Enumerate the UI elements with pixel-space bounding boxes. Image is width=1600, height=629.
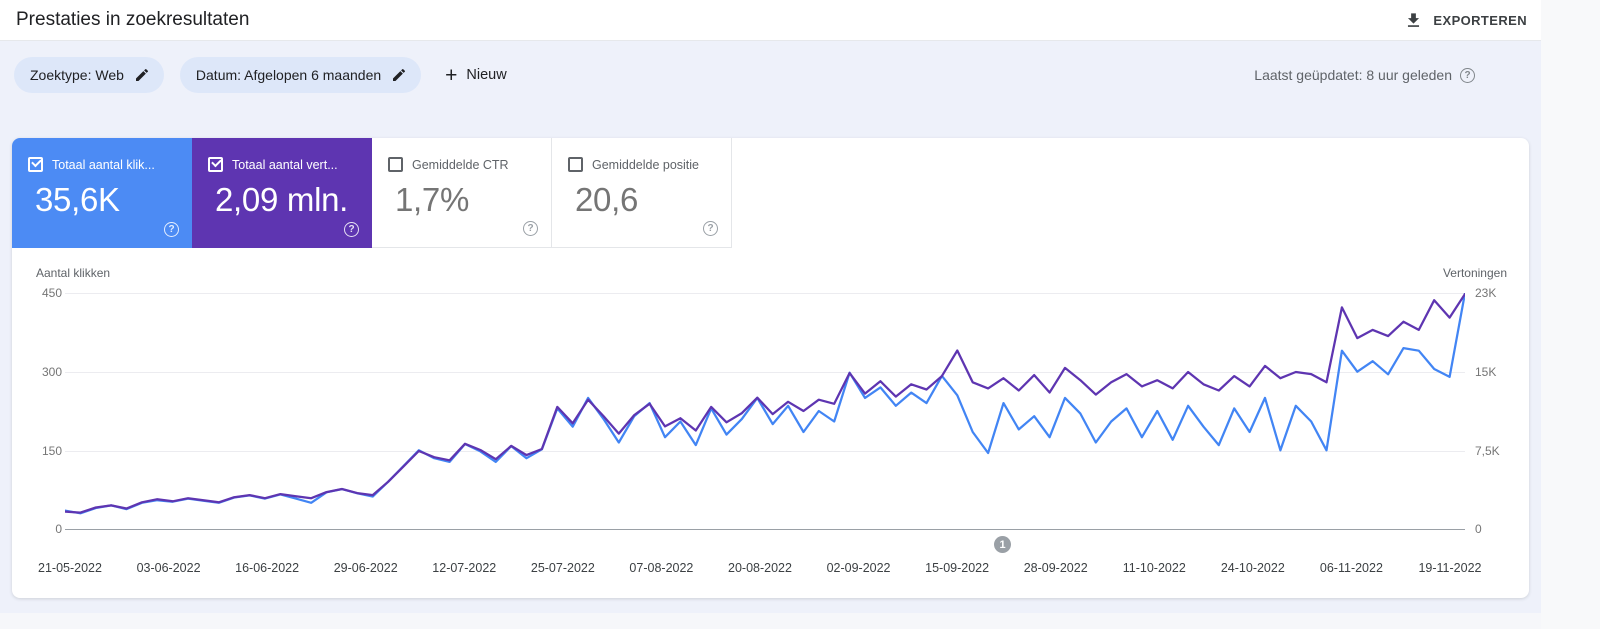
performance-card: Totaal aantal klik... 35,6K Totaal aanta… bbox=[12, 138, 1529, 598]
filter-chip-search-type[interactable]: Zoektype: Web bbox=[14, 57, 164, 93]
left-axis-tick: 0 bbox=[55, 522, 62, 536]
metric-label: Gemiddelde CTR bbox=[412, 157, 509, 172]
x-axis-label: 11-10-2022 bbox=[1122, 561, 1186, 575]
export-label: EXPORTEREN bbox=[1433, 12, 1527, 28]
x-axis-label: 29-06-2022 bbox=[333, 561, 398, 575]
x-axis-label: 19-11-2022 bbox=[1418, 561, 1482, 575]
gridline bbox=[65, 451, 1465, 452]
metric-label: Totaal aantal klik... bbox=[52, 157, 155, 172]
metric-value: 20,6 bbox=[575, 181, 639, 218]
checkbox-average-ctr[interactable] bbox=[388, 157, 403, 172]
checkbox-average-position[interactable] bbox=[568, 157, 583, 172]
gridline bbox=[65, 372, 1465, 373]
x-axis-label: 21-05-2022 bbox=[38, 561, 102, 575]
pencil-icon[interactable] bbox=[134, 67, 150, 83]
x-axis-label: 16-06-2022 bbox=[235, 561, 300, 575]
page-background: Prestaties in zoekresultaten EXPORTEREN … bbox=[0, 0, 1541, 629]
header-bar: Prestaties in zoekresultaten EXPORTEREN bbox=[0, 0, 1541, 41]
new-filter-label: Nieuw bbox=[466, 67, 507, 83]
x-axis-label: 06-11-2022 bbox=[1319, 561, 1383, 575]
right-axis-tick: 23K bbox=[1475, 286, 1497, 300]
metric-value: 35,6K bbox=[35, 181, 120, 218]
x-axis-label: 25-07-2022 bbox=[530, 561, 595, 575]
filter-chip-label: Datum: Afgelopen 6 maanden bbox=[195, 67, 382, 83]
help-icon[interactable] bbox=[703, 221, 718, 236]
x-axis-label: 28-09-2022 bbox=[1023, 561, 1088, 575]
metric-card-average-position[interactable]: Gemiddelde positie 20,6 bbox=[552, 138, 732, 248]
right-axis-title: Vertoningen bbox=[1442, 266, 1507, 280]
metric-card-total-impressions[interactable]: Totaal aantal vert... 2,09 mln. bbox=[192, 138, 372, 248]
left-axis-tick: 150 bbox=[41, 444, 62, 458]
help-icon[interactable] bbox=[164, 222, 179, 237]
left-axis-tick: 300 bbox=[41, 365, 62, 379]
plus-icon: + bbox=[445, 63, 458, 87]
x-axis-label: 15-09-2022 bbox=[925, 561, 990, 575]
right-axis-tick: 0 bbox=[1475, 522, 1482, 536]
x-axis-label: 24-10-2022 bbox=[1220, 561, 1285, 575]
page-title: Prestaties in zoekresultaten bbox=[16, 9, 250, 30]
metric-value: 2,09 mln. bbox=[215, 181, 349, 218]
left-axis-title: Aantal klikken bbox=[36, 266, 111, 280]
filter-bar: Zoektype: Web Datum: Afgelopen 6 maanden… bbox=[14, 57, 515, 93]
metrics-row: Totaal aantal klik... 35,6K Totaal aanta… bbox=[12, 138, 732, 248]
new-filter-button[interactable]: + Nieuw bbox=[437, 57, 515, 93]
x-axis-label: 03-06-2022 bbox=[136, 561, 201, 575]
x-axis-label: 12-07-2022 bbox=[432, 561, 497, 575]
gridline bbox=[65, 293, 1465, 294]
help-icon[interactable] bbox=[1460, 67, 1475, 83]
performance-chart[interactable] bbox=[65, 293, 1465, 529]
export-button[interactable]: EXPORTEREN bbox=[1400, 0, 1531, 40]
checkbox-total-impressions[interactable] bbox=[208, 157, 223, 172]
left-axis-tick: 450 bbox=[41, 286, 62, 300]
x-axis-label: 20-08-2022 bbox=[728, 561, 792, 575]
pencil-icon[interactable] bbox=[391, 67, 407, 83]
right-margin bbox=[1541, 0, 1600, 629]
last-updated: Laatst geüpdatet: 8 uur geleden bbox=[1254, 57, 1475, 93]
metric-card-total-clicks[interactable]: Totaal aantal klik... 35,6K bbox=[12, 138, 192, 248]
download-icon bbox=[1408, 12, 1420, 27]
metric-label: Gemiddelde positie bbox=[592, 157, 700, 172]
help-icon[interactable] bbox=[523, 221, 538, 236]
last-updated-text: Laatst geüpdatet: 8 uur geleden bbox=[1254, 67, 1452, 83]
metric-value: 1,7% bbox=[395, 181, 470, 218]
x-axis-label: 02-09-2022 bbox=[826, 561, 891, 575]
x-axis-label: 07-08-2022 bbox=[629, 561, 694, 575]
clicks-line bbox=[65, 293, 1465, 513]
bottom-margin bbox=[0, 613, 1541, 629]
right-axis-tick: 15K bbox=[1475, 365, 1497, 379]
right-axis-tick: 7,5K bbox=[1475, 444, 1500, 458]
metric-card-average-ctr[interactable]: Gemiddelde CTR 1,7% bbox=[372, 138, 552, 248]
impressions-line bbox=[65, 294, 1465, 513]
filter-chip-label: Zoektype: Web bbox=[30, 67, 124, 83]
filter-chip-date-range[interactable]: Datum: Afgelopen 6 maanden bbox=[179, 57, 422, 93]
metric-label: Totaal aantal vert... bbox=[232, 157, 338, 172]
checkbox-total-clicks[interactable] bbox=[28, 157, 43, 172]
help-icon[interactable] bbox=[344, 222, 359, 237]
annotation-badge[interactable]: 1 bbox=[994, 536, 1011, 553]
x-axis-line bbox=[65, 529, 1465, 530]
x-axis: 21-05-2022 03-06-2022 16-06-2022 29-06-2022… bbox=[12, 561, 1529, 577]
